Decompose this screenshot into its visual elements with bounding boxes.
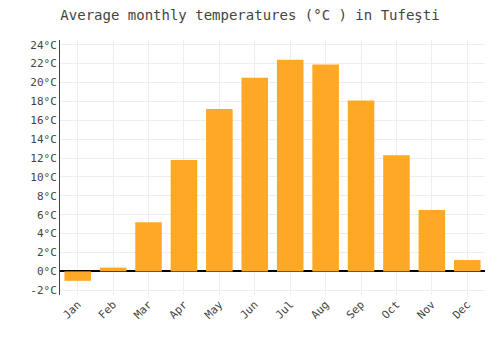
- svg-text:Apr: Apr: [167, 298, 191, 322]
- svg-text:20°C: 20°C: [30, 76, 57, 89]
- svg-text:0°C: 0°C: [37, 265, 57, 278]
- svg-text:4°C: 4°C: [37, 227, 57, 240]
- svg-text:14°C: 14°C: [30, 133, 57, 146]
- svg-text:6°C: 6°C: [37, 209, 57, 222]
- svg-text:Oct: Oct: [379, 298, 402, 321]
- svg-text:2°C: 2°C: [37, 246, 57, 259]
- svg-text:Jul: Jul: [273, 298, 296, 321]
- svg-text:8°C: 8°C: [37, 190, 57, 203]
- svg-text:Average monthly temperatures (: Average monthly temperatures (°C ) in Tu…: [60, 7, 439, 23]
- svg-text:12°C: 12°C: [30, 152, 57, 165]
- svg-text:18°C: 18°C: [30, 95, 57, 108]
- svg-text:22°C: 22°C: [30, 57, 57, 70]
- svg-text:Dec: Dec: [450, 298, 473, 321]
- svg-text:Feb: Feb: [96, 298, 119, 321]
- svg-text:Nov: Nov: [415, 298, 439, 322]
- svg-text:Jun: Jun: [238, 298, 261, 321]
- svg-text:May: May: [202, 298, 226, 322]
- svg-text:Jan: Jan: [60, 298, 83, 321]
- svg-text:Mar: Mar: [131, 298, 155, 322]
- svg-text:24°C: 24°C: [30, 39, 57, 52]
- svg-text:-2°C: -2°C: [30, 284, 57, 297]
- svg-text:Aug: Aug: [308, 298, 331, 321]
- svg-text:16°C: 16°C: [30, 114, 57, 127]
- svg-text:10°C: 10°C: [30, 171, 57, 184]
- svg-text:Sep: Sep: [344, 298, 367, 321]
